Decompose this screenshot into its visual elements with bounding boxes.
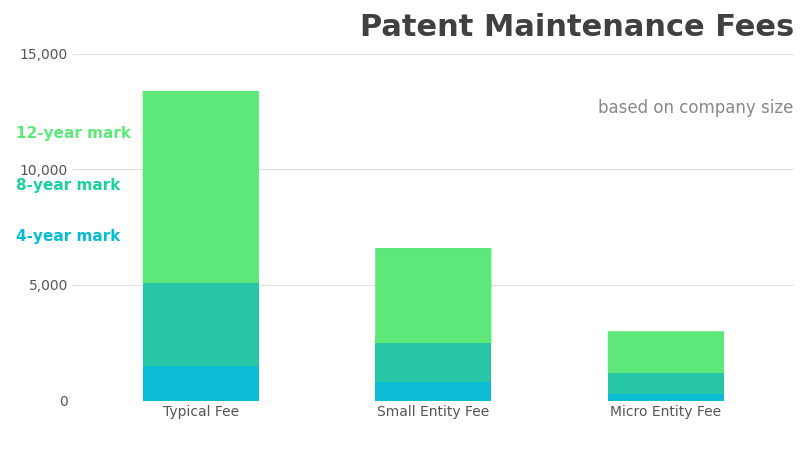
- FancyBboxPatch shape: [608, 331, 724, 373]
- Text: 4-year mark: 4-year mark: [16, 230, 121, 244]
- Bar: [143, 276, 259, 283]
- Text: based on company size: based on company size: [599, 99, 794, 117]
- Bar: [375, 336, 492, 343]
- Bar: [375, 343, 492, 382]
- Bar: [143, 283, 259, 366]
- Text: Patent Maintenance Fees: Patent Maintenance Fees: [360, 14, 794, 42]
- Text: 12-year mark: 12-year mark: [16, 126, 131, 141]
- FancyBboxPatch shape: [143, 91, 259, 283]
- Bar: [608, 394, 724, 400]
- Bar: [608, 369, 724, 373]
- Bar: [143, 366, 259, 400]
- Bar: [608, 373, 724, 394]
- Text: 8-year mark: 8-year mark: [16, 178, 121, 193]
- Bar: [375, 382, 492, 400]
- FancyBboxPatch shape: [375, 248, 492, 343]
